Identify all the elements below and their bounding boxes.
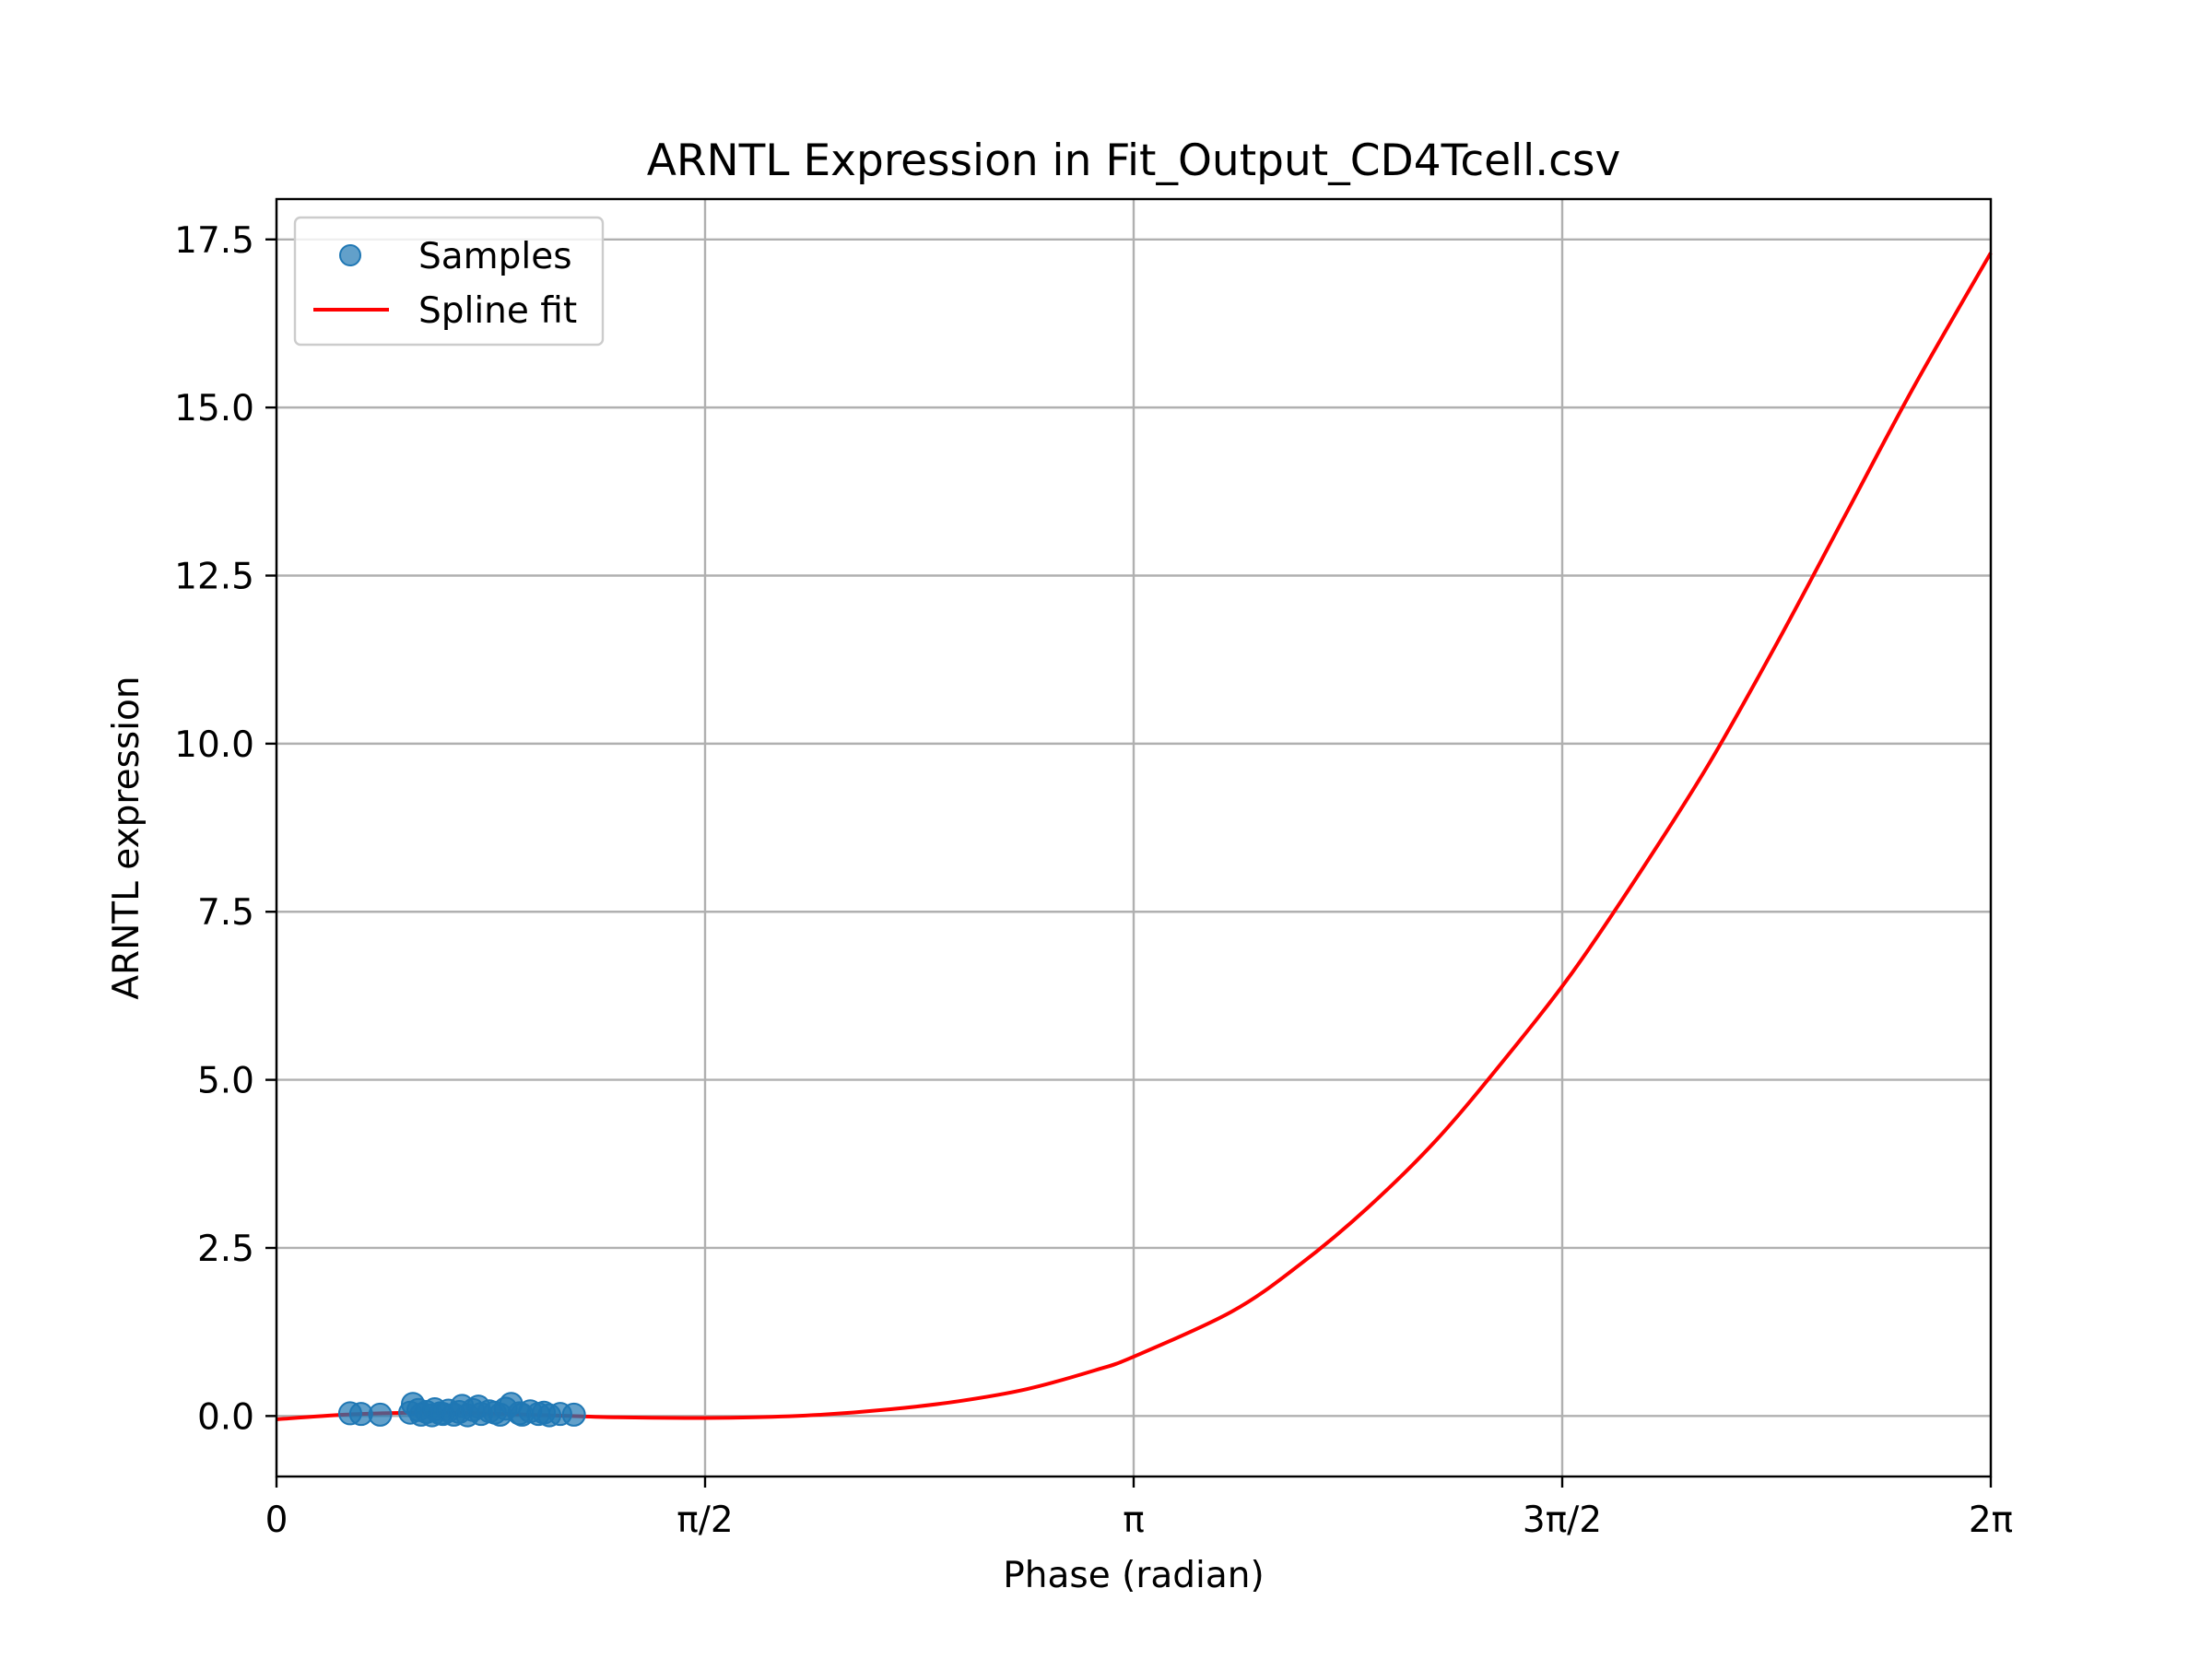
y-tick-label: 17.5 bbox=[174, 220, 254, 262]
legend-box bbox=[293, 216, 605, 347]
y-tick-label: 2.5 bbox=[197, 1229, 254, 1270]
x-tick-label: 3π/2 bbox=[1523, 1500, 1602, 1541]
x-tick-label: π bbox=[1123, 1500, 1144, 1541]
chart-title: ARNTL Expression in Fit_Output_CD4Tcell.… bbox=[647, 135, 1621, 186]
y-tick-label: 5.0 bbox=[197, 1061, 254, 1102]
sample-point bbox=[561, 1402, 586, 1427]
grid-layer bbox=[275, 199, 1993, 1477]
spline-fit-layer bbox=[276, 252, 1993, 1421]
plot-area-frame bbox=[275, 197, 1993, 1478]
y-tick-label: 12.5 bbox=[174, 557, 254, 598]
legend-samples-marker bbox=[339, 244, 361, 266]
y-tick-label: 7.5 bbox=[197, 892, 254, 934]
samples-layer bbox=[337, 1392, 586, 1428]
sample-point bbox=[368, 1402, 393, 1427]
x-axis-label: Phase (radian) bbox=[1003, 1555, 1264, 1596]
y-tick-label: 15.0 bbox=[174, 388, 254, 429]
ticks-layer: 0 π/2 π 3π/2 2π 0.0 2.5 5.0 7.5 10.0 12.5 15.0 17.5 bbox=[174, 220, 2013, 1541]
x-tick-label: π/2 bbox=[677, 1500, 733, 1541]
y-tick-label: 0.0 bbox=[197, 1396, 254, 1438]
y-axis-label: ARNTL expression bbox=[106, 676, 147, 999]
legend: Samples Spline fit bbox=[293, 216, 605, 347]
x-tick-label: 0 bbox=[265, 1500, 288, 1541]
legend-samples-label: Samples bbox=[418, 236, 572, 277]
legend-spline-fit-label: Spline fit bbox=[418, 290, 577, 332]
x-tick-label: 2π bbox=[1969, 1500, 2013, 1541]
y-tick-label: 10.0 bbox=[174, 724, 254, 766]
spline-fit-line bbox=[276, 252, 1993, 1421]
